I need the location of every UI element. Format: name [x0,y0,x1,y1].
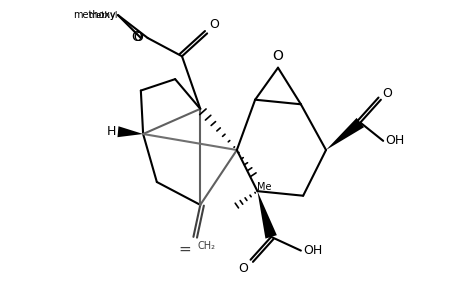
Text: O: O [133,32,143,44]
Text: O: O [381,87,391,100]
Text: CH₂: CH₂ [197,242,216,251]
Text: Me: Me [257,182,271,192]
Text: =: = [178,242,191,256]
Text: H: H [106,125,116,138]
Polygon shape [325,118,363,150]
Text: O: O [131,30,142,44]
Polygon shape [257,191,276,238]
Text: O: O [209,18,219,31]
Text: O: O [272,49,283,63]
Text: OH: OH [302,244,322,257]
Text: methyl: methyl [89,11,118,20]
Polygon shape [117,126,143,137]
Text: methoxy: methoxy [73,10,116,20]
Text: O: O [238,262,248,275]
Text: OH: OH [385,134,404,147]
